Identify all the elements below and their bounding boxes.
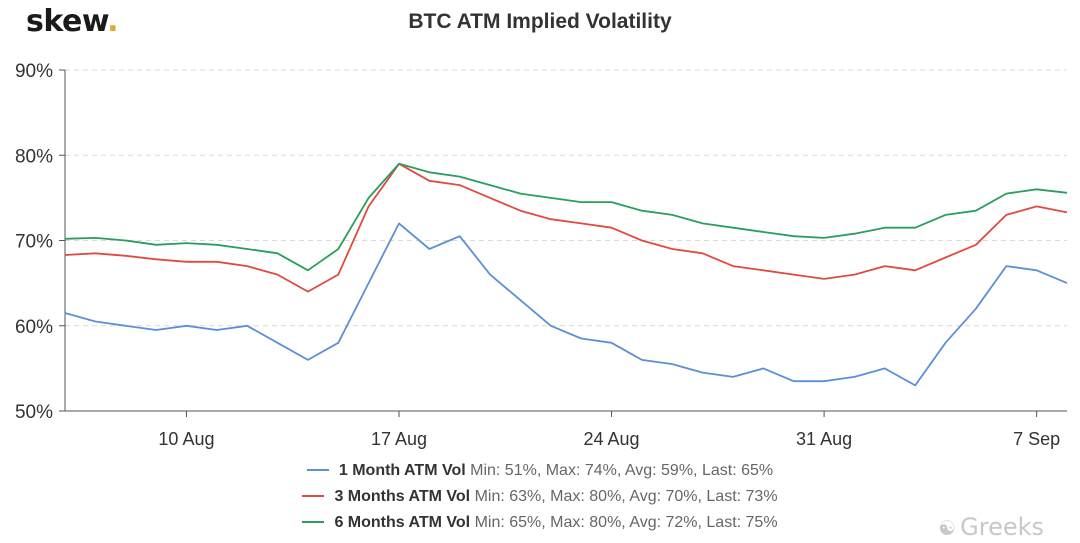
legend-series-stats: Min: 65%, Max: 80%, Avg: 72%, Last: 75% — [474, 514, 778, 531]
x-tick-label: 31 Aug — [796, 429, 852, 449]
watermark-text: Greeks — [960, 513, 1044, 541]
x-tick-label: 24 Aug — [584, 429, 640, 449]
series-line-3-months — [64, 162, 1068, 293]
series-line-6-months — [64, 162, 1068, 272]
legend-swatch-6-months — [302, 520, 325, 523]
greeks-watermark: ☯ Greeks — [938, 513, 1044, 541]
legend-series-stats: Min: 63%, Max: 80%, Avg: 70%, Last: 73% — [474, 488, 778, 505]
wechat-icon: ☯ — [938, 516, 957, 540]
x-tick-label: 10 Aug — [158, 429, 214, 449]
legend-item-3-months[interactable]: 3 Months ATM Vol Min: 63%, Max: 80%, Avg… — [0, 484, 1080, 510]
y-tick-label: 80% — [15, 146, 53, 167]
x-tick-label: 7 Sep — [1013, 429, 1060, 449]
y-tick-label: 60% — [15, 317, 53, 338]
logo-dot: . — [107, 4, 119, 39]
chart-legend: 1 Month ATM Vol Min: 51%, Max: 74%, Avg:… — [0, 458, 1080, 536]
logo-text: skew — [26, 4, 108, 39]
series-line-1-month — [64, 222, 1068, 387]
legend-swatch-1-month — [306, 468, 329, 471]
legend-series-name: 1 Month ATM Vol — [338, 462, 466, 479]
x-tick-label: 17 Aug — [371, 429, 427, 449]
skew-logo: skew. — [26, 4, 119, 39]
chart-title: BTC ATM Implied Volatility — [408, 10, 672, 33]
volatility-chart: 50% 60% 70% 80% 90% 10 Aug 17 Aug 24 Aug 31 Aug 7… — [15, 61, 1068, 449]
legend-item-1-month[interactable]: 1 Month ATM Vol Min: 51%, Max: 74%, Avg:… — [0, 458, 1080, 484]
legend-series-name: 3 Months ATM Vol — [334, 488, 471, 505]
y-tick-label: 70% — [15, 232, 53, 253]
legend-swatch-3-months — [302, 494, 325, 497]
legend-series-stats: Min: 51%, Max: 74%, Avg: 59%, Last: 65% — [470, 462, 774, 479]
legend-series-name: 6 Months ATM Vol — [334, 514, 471, 531]
y-tick-label: 50% — [15, 402, 53, 423]
y-tick-label: 90% — [15, 61, 53, 82]
legend-item-6-months[interactable]: 6 Months ATM Vol Min: 65%, Max: 80%, Avg… — [0, 510, 1080, 536]
